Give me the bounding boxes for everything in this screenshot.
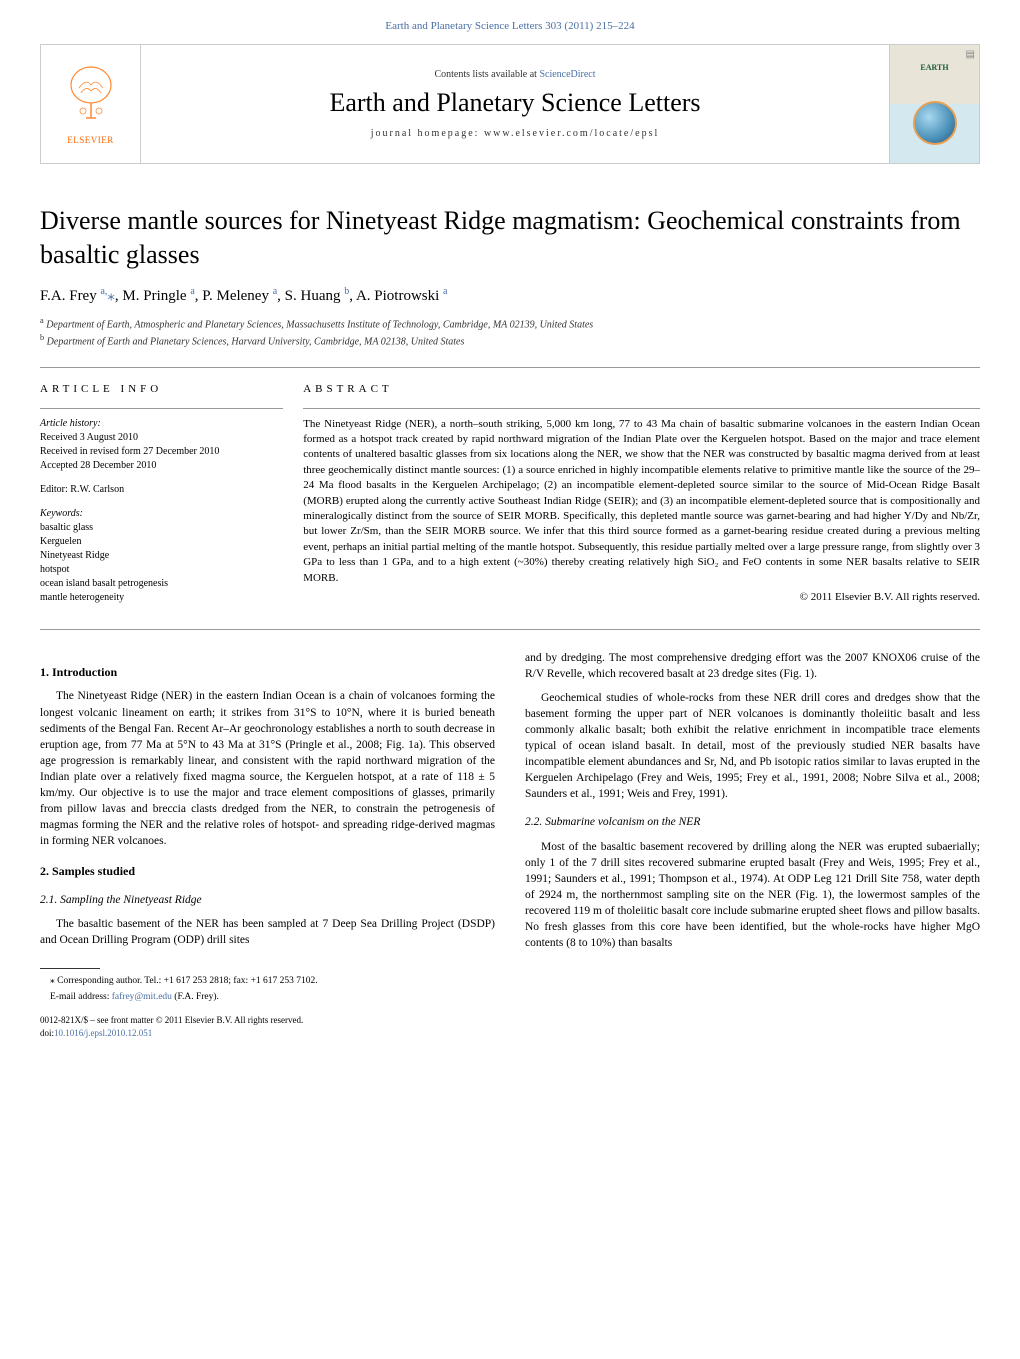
contents-prefix: Contents lists available at	[434, 69, 539, 80]
heading-sampling: 2.1. Sampling the Ninetyeast Ridge	[40, 892, 495, 908]
abstract: ABSTRACT The Ninetyeast Ridge (NER), a n…	[303, 382, 980, 614]
corresponding-author: ⁎ Corresponding author. Tel.: +1 617 253…	[40, 975, 495, 988]
citation-header: Earth and Planetary Science Letters 303 …	[40, 20, 980, 32]
received-date: Received 3 August 2010	[40, 432, 138, 443]
citation-text[interactable]: Earth and Planetary Science Letters 303 …	[385, 20, 634, 32]
journal-header: ELSEVIER Contents lists available at Sci…	[40, 44, 980, 164]
info-abstract-row: ARTICLE INFO Article history: Received 3…	[40, 382, 980, 614]
footnote-divider	[40, 968, 100, 969]
heading-introduction: 1. Introduction	[40, 664, 495, 681]
email-suffix: (F.A. Frey).	[172, 992, 219, 1002]
keywords-list: basaltic glassKerguelenNinetyeast Ridgeh…	[40, 522, 168, 603]
header-center: Contents lists available at ScienceDirec…	[141, 59, 889, 149]
right-column: and by dredging. The most comprehensive …	[525, 650, 980, 1040]
email-link[interactable]: fafrey@mit.edu	[112, 992, 172, 1002]
abstract-copyright: © 2011 Elsevier B.V. All rights reserved…	[303, 590, 980, 605]
journal-cover-thumbnail: ▤ EARTH	[889, 45, 979, 163]
doi-prefix: doi:	[40, 1028, 54, 1038]
homepage-url[interactable]: www.elsevier.com/locate/epsl	[484, 128, 659, 139]
right-p3: Most of the basaltic basement recovered …	[525, 839, 980, 952]
divider	[40, 629, 980, 630]
sciencedirect-link[interactable]: ScienceDirect	[539, 69, 595, 80]
accepted-date: Accepted 28 December 2010	[40, 460, 156, 471]
front-matter: 0012-821X/$ – see front matter © 2011 El…	[40, 1014, 495, 1027]
keywords-block: Keywords: basaltic glassKerguelenNinetye…	[40, 507, 283, 605]
author-list: F.A. Frey a,⁎, M. Pringle a, P. Meleney …	[40, 286, 980, 305]
right-p2: Geochemical studies of whole-rocks from …	[525, 690, 980, 803]
abstract-label: ABSTRACT	[303, 382, 980, 397]
keywords-label: Keywords:	[40, 508, 83, 519]
affiliation-a: a Department of Earth, Atmospheric and P…	[40, 315, 980, 332]
editor: Editor: R.W. Carlson	[40, 483, 283, 497]
divider	[303, 408, 980, 409]
article-info: ARTICLE INFO Article history: Received 3…	[40, 382, 303, 614]
journal-name: Earth and Planetary Science Letters	[151, 88, 879, 118]
heading-samples: 2. Samples studied	[40, 863, 495, 880]
publisher-name: ELSEVIER	[67, 135, 114, 145]
email-prefix: E-mail address:	[50, 992, 112, 1002]
body-columns: 1. Introduction The Ninetyeast Ridge (NE…	[40, 650, 980, 1040]
cover-title: EARTH	[920, 63, 948, 72]
history-label: Article history:	[40, 418, 101, 429]
info-label: ARTICLE INFO	[40, 382, 283, 397]
affiliation-b: b Department of Earth and Planetary Scie…	[40, 332, 980, 349]
revised-date: Received in revised form 27 December 201…	[40, 446, 219, 457]
doi-link[interactable]: 10.1016/j.epsl.2010.12.051	[54, 1028, 152, 1038]
publisher-logo: ELSEVIER	[41, 45, 141, 163]
cover-tab-icon: ▤	[966, 49, 975, 60]
contents-line: Contents lists available at ScienceDirec…	[151, 69, 879, 80]
elsevier-tree-icon	[61, 63, 121, 133]
homepage-line: journal homepage: www.elsevier.com/locat…	[151, 128, 879, 139]
globe-icon	[913, 101, 957, 145]
footnotes: ⁎ Corresponding author. Tel.: +1 617 253…	[40, 975, 495, 1004]
doi-line: doi:10.1016/j.epsl.2010.12.051	[40, 1027, 495, 1040]
article-history: Article history: Received 3 August 2010 …	[40, 417, 283, 473]
abstract-text: The Ninetyeast Ridge (NER), a north–sout…	[303, 417, 980, 586]
divider	[40, 408, 283, 409]
intro-paragraph: The Ninetyeast Ridge (NER) in the easter…	[40, 688, 495, 849]
copyright-footer: 0012-821X/$ – see front matter © 2011 El…	[40, 1014, 495, 1039]
sampling-paragraph: The basaltic basement of the NER has bee…	[40, 916, 495, 948]
divider	[40, 367, 980, 368]
affiliations: a Department of Earth, Atmospheric and P…	[40, 315, 980, 350]
article-title: Diverse mantle sources for Ninetyeast Ri…	[40, 204, 980, 272]
right-p1: and by dredging. The most comprehensive …	[525, 650, 980, 682]
left-column: 1. Introduction The Ninetyeast Ridge (NE…	[40, 650, 495, 1040]
heading-submarine: 2.2. Submarine volcanism on the NER	[525, 814, 980, 830]
email-line: E-mail address: fafrey@mit.edu (F.A. Fre…	[40, 991, 495, 1004]
homepage-prefix: journal homepage:	[371, 128, 484, 139]
